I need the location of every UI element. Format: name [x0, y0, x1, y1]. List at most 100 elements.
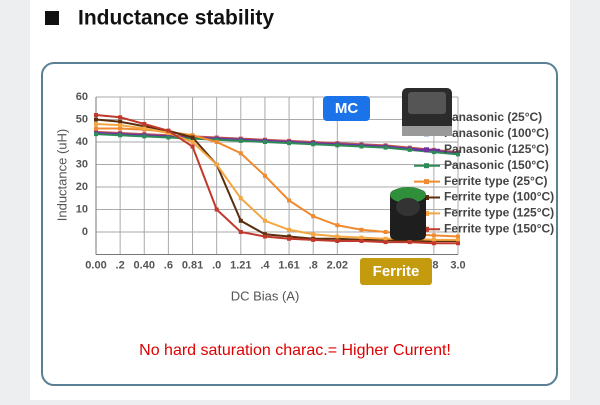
data-point	[118, 123, 123, 128]
legend-marker	[424, 163, 429, 169]
y-tick-label: 30	[76, 158, 88, 170]
legend-label: Panasonic (125°C)	[444, 142, 549, 156]
data-point	[383, 240, 388, 245]
x-tick-label: .8	[309, 259, 318, 271]
data-point	[142, 126, 147, 131]
data-point	[262, 218, 267, 223]
series-line	[95, 118, 458, 242]
data-point	[94, 132, 98, 137]
data-point	[118, 126, 123, 131]
data-point	[166, 131, 171, 135]
x-axis-label: DC Bias (A)	[231, 288, 300, 303]
legend-marker	[424, 195, 429, 200]
data-point	[311, 232, 316, 237]
x-tick-label: .4	[260, 259, 270, 271]
data-point	[142, 124, 147, 129]
data-point	[287, 227, 292, 232]
data-point	[142, 122, 147, 126]
data-point	[431, 150, 436, 155]
data-point	[238, 230, 243, 234]
data-point	[287, 234, 292, 239]
y-tick-label: 0	[82, 226, 88, 238]
data-point	[214, 137, 219, 142]
data-point	[214, 207, 219, 212]
legend-marker	[424, 226, 429, 232]
data-point	[166, 135, 171, 140]
legend: Panasonic (25°C) Panasonic (100°C) Panason…	[414, 110, 554, 235]
data-point	[94, 117, 98, 122]
mc-badge	[323, 96, 370, 121]
data-point	[94, 113, 98, 117]
x-tick-label: .2	[116, 259, 125, 271]
data-point	[311, 237, 316, 242]
x-tick-label: 0.81	[182, 259, 203, 271]
x-tick-label: .6	[164, 259, 173, 271]
data-point	[431, 237, 436, 242]
data-point	[238, 196, 243, 201]
series-line	[95, 114, 458, 245]
data-point	[456, 234, 460, 239]
x-tick-label: 0.40	[134, 259, 155, 271]
data-point	[238, 218, 243, 223]
y-tick-label: 40	[76, 136, 88, 148]
data-point	[359, 239, 364, 243]
data-point	[287, 236, 292, 241]
bullet	[45, 11, 59, 25]
legend-label: Ferrite type (125°C)	[444, 206, 554, 220]
legend-marker	[424, 147, 429, 153]
legend-marker	[424, 179, 429, 185]
data-point	[456, 152, 460, 157]
data-point	[214, 162, 219, 167]
data-point	[431, 241, 436, 246]
slide-title: Inductance stability	[78, 7, 274, 30]
data-point	[383, 230, 388, 234]
data-point	[94, 122, 98, 126]
data-point	[287, 198, 292, 203]
data-point	[383, 145, 388, 150]
data-point	[383, 236, 388, 241]
data-point	[431, 233, 436, 238]
legend-label: Panasonic (25°C)	[444, 110, 542, 124]
legend-label: Ferrite type (100°C)	[444, 190, 554, 204]
x-tick-label: 3.0	[450, 259, 465, 271]
ferrite-component-image	[390, 187, 426, 240]
y-axis-label: Inductance (uH)	[54, 129, 69, 222]
y-tick-label: 10	[76, 203, 88, 215]
data-point	[190, 133, 195, 138]
legend-label: Panasonic (150°C)	[444, 158, 549, 172]
data-point	[166, 128, 171, 133]
data-point	[142, 134, 147, 139]
y-tick-label: 50	[76, 113, 88, 125]
data-point	[456, 241, 460, 246]
x-tick-label: 1.61	[278, 259, 299, 271]
data-point	[335, 223, 340, 228]
data-point	[262, 173, 267, 178]
data-point	[407, 240, 412, 245]
data-point	[190, 144, 195, 149]
data-point	[190, 140, 195, 144]
x-tick-label: .0	[212, 259, 221, 271]
data-point	[238, 151, 243, 156]
series-line	[95, 130, 459, 154]
data-point	[287, 141, 292, 146]
series-line	[95, 133, 459, 156]
data-point	[359, 144, 364, 149]
mc-component-image	[402, 88, 452, 136]
x-tick-label: 0.00	[85, 259, 106, 271]
data-point	[335, 143, 340, 148]
x-tick-label: 2.02	[327, 259, 348, 271]
data-point	[311, 142, 316, 147]
data-point	[214, 140, 219, 144]
legend-label: Ferrite type (25°C)	[444, 174, 548, 188]
data-point	[359, 235, 364, 240]
mc-badge-text: MC	[335, 100, 358, 117]
legend-label: Panasonic (100°C)	[444, 126, 549, 140]
data-point	[238, 138, 243, 143]
data-point	[456, 237, 460, 242]
data-point	[262, 140, 267, 144]
data-point	[335, 239, 340, 243]
ferrite-badge-text: Ferrite	[373, 263, 420, 280]
data-point	[335, 236, 340, 241]
data-point	[311, 214, 316, 219]
